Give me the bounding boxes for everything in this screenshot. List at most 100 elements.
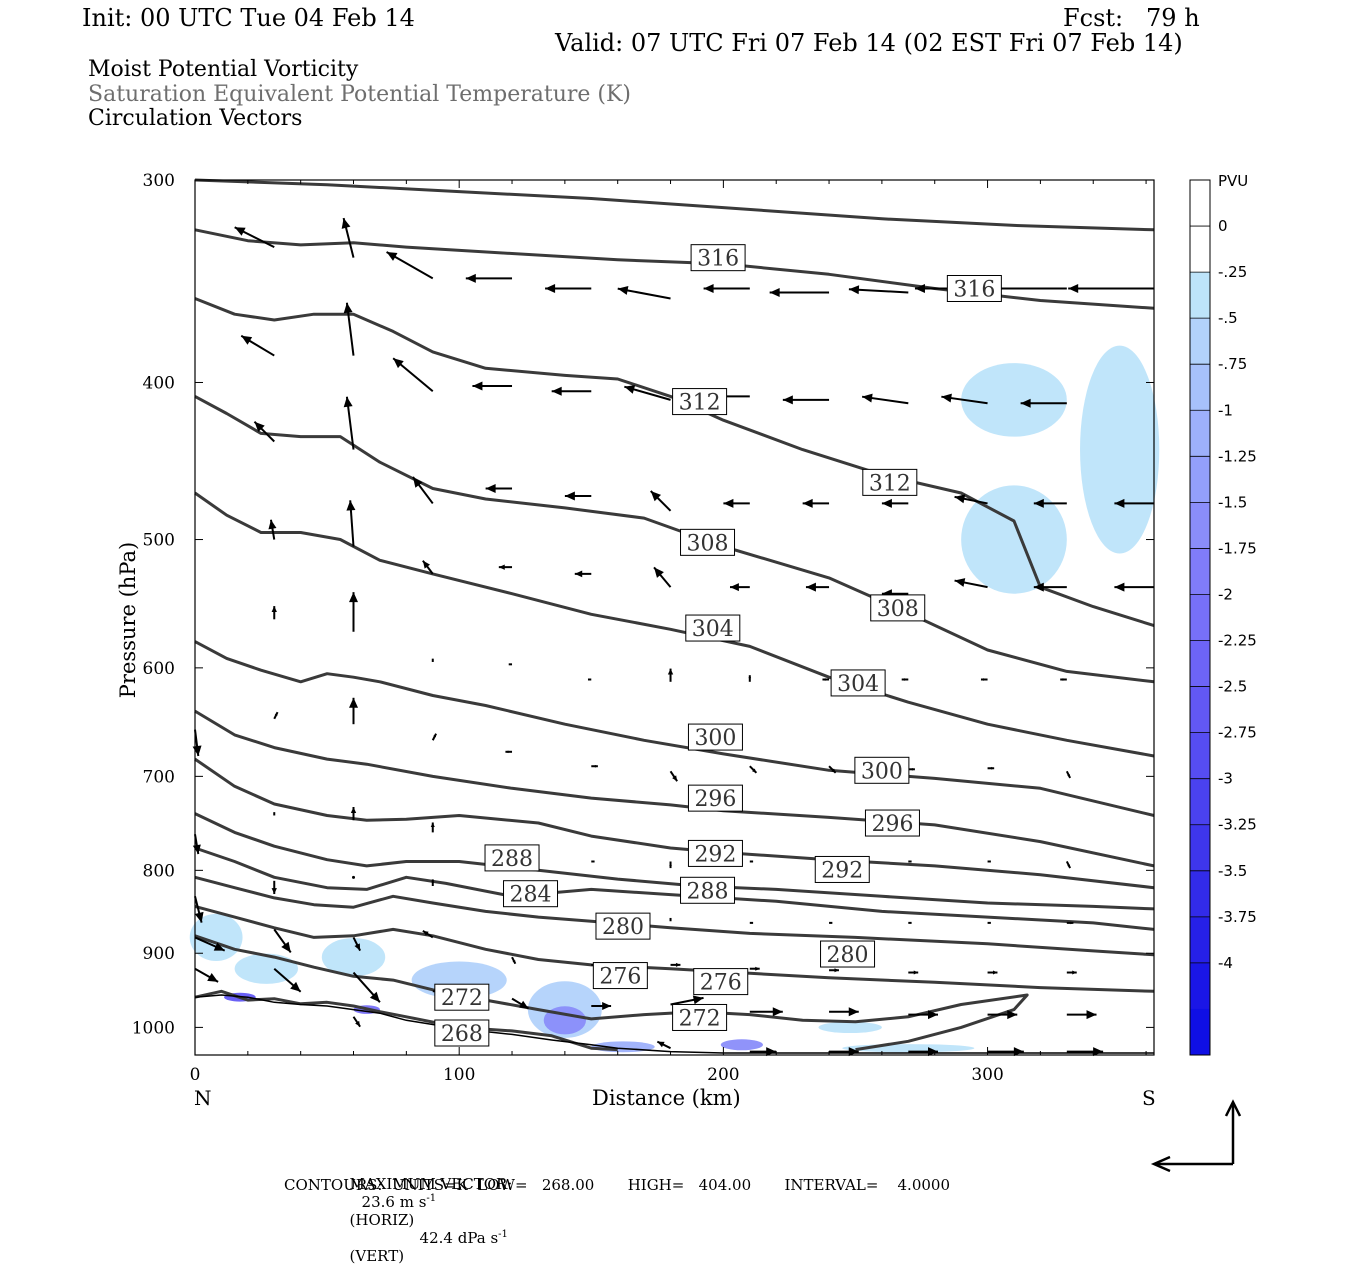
- contour-label: 272: [434, 983, 490, 1011]
- circulation-vector: [431, 658, 434, 662]
- vector-head: [254, 421, 265, 432]
- circulation-vector: [769, 288, 830, 298]
- vector-head: [913, 970, 919, 975]
- vector-head: [1067, 774, 1071, 778]
- vector-head: [341, 218, 351, 229]
- colorbar-swatch: [1190, 456, 1210, 503]
- contour-label-box: [946, 274, 1002, 302]
- vector-head: [1093, 1047, 1104, 1057]
- contour-label: 312: [672, 388, 728, 416]
- circulation-vector: [1033, 498, 1067, 508]
- vector-head: [241, 335, 253, 345]
- vector-head: [954, 494, 966, 504]
- circulation-vector: [749, 1047, 777, 1057]
- colorbar-label: -3.75: [1218, 908, 1257, 926]
- colorbar-swatch: [1190, 962, 1210, 1010]
- contour-line-320: [194, 178, 1155, 232]
- vector-head: [1033, 498, 1044, 508]
- contour-label-text: 268: [441, 1022, 483, 1047]
- circulation-vector: [1066, 921, 1074, 925]
- vector-head: [752, 768, 757, 773]
- circulation-vector: [1066, 1010, 1097, 1020]
- colorbar-swatch: [1190, 272, 1210, 319]
- circulation-vector: [908, 1047, 939, 1057]
- y-tick-label: 600: [143, 659, 175, 679]
- colorbar-swatch: [1190, 1008, 1210, 1056]
- contour-label-text: 300: [694, 726, 736, 751]
- vector-head: [271, 888, 277, 895]
- field-title-theta-es: Saturation Equivalent Potential Temperat…: [88, 82, 631, 107]
- circulation-vector: [729, 583, 750, 592]
- vector-head: [343, 302, 353, 314]
- circulation-vector: [617, 285, 671, 300]
- circulation-vector: [669, 917, 672, 922]
- circulation-vector: [551, 386, 592, 396]
- circulation-vector: [574, 570, 592, 578]
- circulation-vector: [829, 1007, 859, 1017]
- pv-blob: [321, 937, 386, 977]
- contour-label: 312: [862, 468, 918, 496]
- circulation-vector: [1020, 398, 1067, 408]
- colorbar: PVU 0 -.25 -.5 -.75 -1 -1.25 -1.5 -1.75 -2 -2.25 -2…: [1189, 172, 1257, 1056]
- contour-label: 308: [870, 594, 926, 622]
- circulation-vector: [240, 334, 275, 357]
- circulation-vector: [656, 1040, 671, 1050]
- vector-head: [1067, 864, 1071, 869]
- vector-head: [422, 930, 429, 936]
- contour-label-text: 288: [687, 879, 729, 904]
- vector-head: [268, 519, 277, 530]
- circulation-vector: [908, 860, 912, 863]
- vector-head: [980, 678, 984, 681]
- vector-head: [989, 860, 991, 863]
- y-tick-label: 700: [143, 767, 175, 787]
- circulation-vector: [352, 875, 356, 879]
- contour-label: 300: [687, 723, 743, 751]
- vector-head: [914, 283, 925, 293]
- vector-head: [831, 768, 836, 773]
- vector-head: [751, 922, 754, 924]
- contour-label: 316: [690, 244, 746, 272]
- forecast-hour: Fcst: 79 h: [1063, 4, 1200, 32]
- colorbar-swatch: [1190, 640, 1210, 688]
- valid-time: Valid: 07 UTC Fri 07 Feb 14 (02 EST Fri …: [555, 29, 1183, 57]
- init-time: Init: 00 UTC Tue 04 Feb 14: [82, 4, 415, 32]
- circulation-vector: [253, 421, 275, 443]
- circulation-vector: [1065, 770, 1072, 779]
- vector-head: [350, 807, 357, 813]
- plot-frame: [194, 179, 1155, 1056]
- contour-label: 268: [434, 1019, 490, 1047]
- contour-label: 292: [687, 839, 743, 867]
- vector-head: [207, 973, 219, 982]
- circulation-vector: [194, 896, 204, 923]
- colorbar-label: -.5: [1218, 309, 1238, 327]
- vector-head: [993, 970, 998, 975]
- circulation-vector: [352, 936, 362, 952]
- colorbar-swatch: [1190, 732, 1210, 780]
- circulation-vector: [901, 678, 909, 681]
- contour-label-box: [434, 1019, 490, 1047]
- circulation-vector: [511, 997, 530, 1010]
- vector-head: [675, 962, 681, 967]
- vector-head: [881, 498, 892, 508]
- vector-layer: [192, 217, 1154, 1057]
- circulation-vector: [412, 476, 434, 505]
- contour-line-312: [194, 297, 1155, 628]
- vector-head: [271, 606, 277, 613]
- contour-label-text: 288: [491, 847, 533, 872]
- vector-head: [386, 251, 398, 261]
- x-tick-label: 300: [971, 1065, 1003, 1085]
- colorbar-swatch: [1190, 778, 1210, 826]
- vector-head: [512, 960, 516, 964]
- colorbar-swatch: [1190, 916, 1210, 964]
- contour-label-box: [870, 594, 926, 622]
- y-axis-label: Pressure (hPa): [116, 541, 140, 699]
- contour-label-text: 280: [827, 943, 869, 968]
- circulation-vector: [805, 582, 830, 592]
- vector-head: [1007, 1010, 1018, 1020]
- max-vector-label: MAXIMUM VECTOR:: [349, 1175, 513, 1193]
- vector-head: [551, 386, 562, 396]
- contour-label-text: 316: [953, 277, 995, 302]
- vector-head: [234, 227, 246, 236]
- circulation-vector: [485, 483, 513, 493]
- contour-label: 308: [680, 528, 736, 556]
